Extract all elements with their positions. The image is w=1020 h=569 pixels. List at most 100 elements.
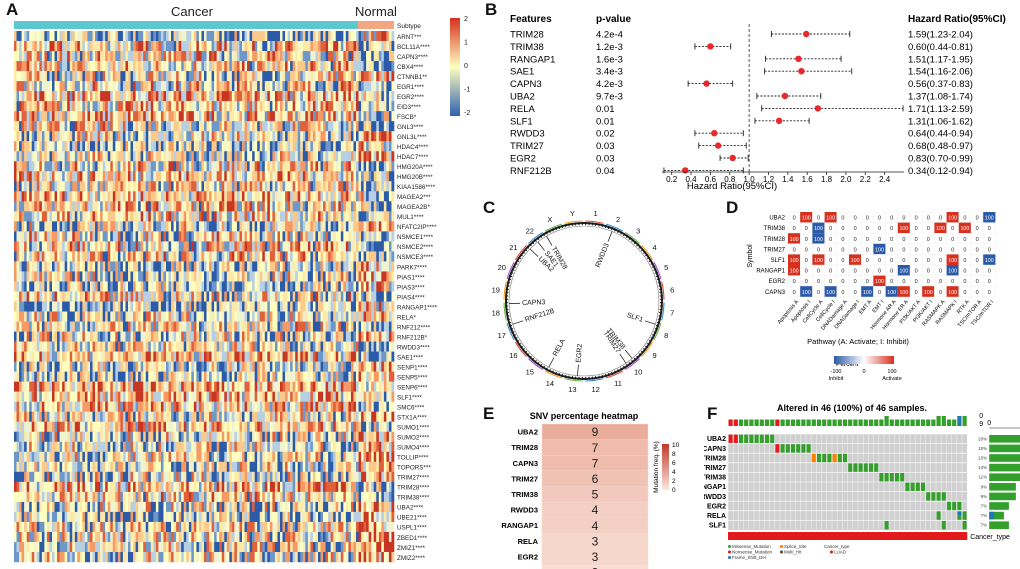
heatmap-cell bbox=[148, 131, 152, 142]
heatmap-cell bbox=[69, 211, 73, 222]
heatmap-cell bbox=[345, 241, 349, 252]
heatmap-row bbox=[14, 41, 395, 52]
heatmap-cell bbox=[100, 121, 103, 132]
heatmap-cell bbox=[14, 171, 17, 182]
heatmap-cell bbox=[320, 171, 324, 182]
heatmap-cell bbox=[302, 141, 306, 152]
heatmap-cell bbox=[249, 201, 253, 212]
heatmap-cell bbox=[272, 211, 276, 222]
heatmap-cell bbox=[39, 51, 43, 62]
heatmap-cell bbox=[285, 301, 288, 312]
heatmap-cell bbox=[120, 201, 124, 212]
heatmap-cell bbox=[335, 191, 339, 202]
heatmap-cell bbox=[173, 351, 177, 362]
heatmap-cell bbox=[254, 221, 258, 232]
heatmap-cell bbox=[145, 91, 149, 102]
heatmap-cell bbox=[300, 101, 304, 112]
heatmap-cell bbox=[41, 41, 45, 52]
heatmap-cell bbox=[148, 191, 152, 202]
heatmap-cell bbox=[155, 301, 159, 312]
heatmap-cell bbox=[348, 31, 352, 42]
heatmap-cell bbox=[72, 351, 76, 362]
heatmap-cell bbox=[67, 321, 71, 332]
heatmap-cell bbox=[290, 81, 293, 92]
heatmap-cell bbox=[198, 291, 202, 302]
heatmap-cell bbox=[57, 41, 60, 52]
heatmap-cell bbox=[153, 81, 157, 92]
heatmap-cell bbox=[16, 251, 20, 262]
heatmap-cell bbox=[31, 151, 35, 162]
heatmap-cell bbox=[368, 141, 372, 152]
heatmap-cell bbox=[348, 221, 352, 232]
heatmap-cell bbox=[181, 111, 185, 122]
heatmap-cell bbox=[150, 151, 154, 162]
heatmap-cell bbox=[52, 181, 55, 192]
heatmap-cell bbox=[95, 191, 98, 202]
heatmap-cell bbox=[269, 271, 273, 282]
heatmap-cell bbox=[325, 51, 329, 62]
heatmap-cell bbox=[310, 51, 314, 62]
heatmap-cell bbox=[325, 161, 329, 172]
heatmap-cell bbox=[381, 91, 385, 102]
heatmap-cell bbox=[36, 221, 40, 232]
heatmap-cell bbox=[178, 151, 182, 162]
heatmap-cell bbox=[62, 101, 65, 112]
heatmap-cell bbox=[391, 281, 395, 292]
heatmap-cell bbox=[388, 31, 392, 42]
heatmap-cell bbox=[191, 281, 195, 292]
heatmap-cell bbox=[138, 121, 141, 132]
heatmap-cell bbox=[57, 251, 60, 262]
heatmap-cell bbox=[178, 101, 182, 112]
heatmap-cell bbox=[302, 311, 306, 322]
heatmap-cell bbox=[31, 281, 35, 292]
heatmap-cell bbox=[112, 241, 116, 252]
heatmap-cell bbox=[252, 121, 255, 132]
heatmap-cell bbox=[21, 261, 25, 272]
heatmap-cell bbox=[105, 241, 109, 252]
heatmap-cell bbox=[214, 281, 217, 292]
heatmap-cell bbox=[348, 101, 352, 112]
heatmap-cell bbox=[305, 271, 309, 282]
heatmap-cell bbox=[209, 211, 212, 222]
heatmap-cell bbox=[160, 251, 164, 262]
heatmap-cell bbox=[105, 181, 109, 192]
heatmap-cell bbox=[368, 311, 372, 322]
heatmap-cell bbox=[295, 141, 299, 152]
heatmap-cell bbox=[90, 261, 93, 272]
heatmap-cell bbox=[269, 241, 273, 252]
heatmap-cell bbox=[391, 161, 395, 172]
heatmap-cell bbox=[209, 311, 212, 322]
heatmap-cell bbox=[340, 221, 344, 232]
heatmap-cell bbox=[280, 221, 283, 232]
heatmap-cell bbox=[242, 181, 245, 192]
heatmap-cell bbox=[19, 61, 22, 72]
heatmap-cell bbox=[95, 61, 98, 72]
heatmap-cell bbox=[373, 171, 377, 182]
heatmap-cell bbox=[290, 351, 293, 362]
heatmap-cell bbox=[122, 81, 126, 92]
heatmap-cell bbox=[242, 101, 245, 112]
heatmap-row bbox=[14, 321, 395, 332]
heatmap-cell bbox=[122, 151, 126, 162]
heatmap-cell bbox=[262, 271, 266, 282]
heatmap-cell bbox=[57, 171, 60, 182]
heatmap-cell bbox=[297, 251, 301, 262]
heatmap-cell bbox=[84, 171, 88, 182]
heatmap-cell bbox=[46, 261, 50, 272]
heatmap-cell bbox=[378, 301, 382, 312]
heatmap-cell bbox=[26, 191, 30, 202]
heatmap-cell bbox=[300, 141, 304, 152]
heatmap-cell bbox=[249, 71, 253, 82]
heatmap-cell bbox=[107, 221, 111, 232]
heatmap-cell bbox=[368, 351, 372, 362]
heatmap-cell bbox=[350, 131, 354, 142]
heatmap-cell bbox=[72, 151, 76, 162]
heatmap-cell bbox=[373, 121, 377, 132]
heatmap-cell bbox=[257, 251, 261, 262]
heatmap-cell bbox=[196, 261, 200, 272]
heatmap-cell bbox=[300, 91, 304, 102]
heatmap-cell bbox=[229, 201, 233, 212]
heatmap-row bbox=[14, 81, 395, 92]
heatmap-cell bbox=[39, 71, 43, 82]
heatmap-cell bbox=[234, 171, 238, 182]
